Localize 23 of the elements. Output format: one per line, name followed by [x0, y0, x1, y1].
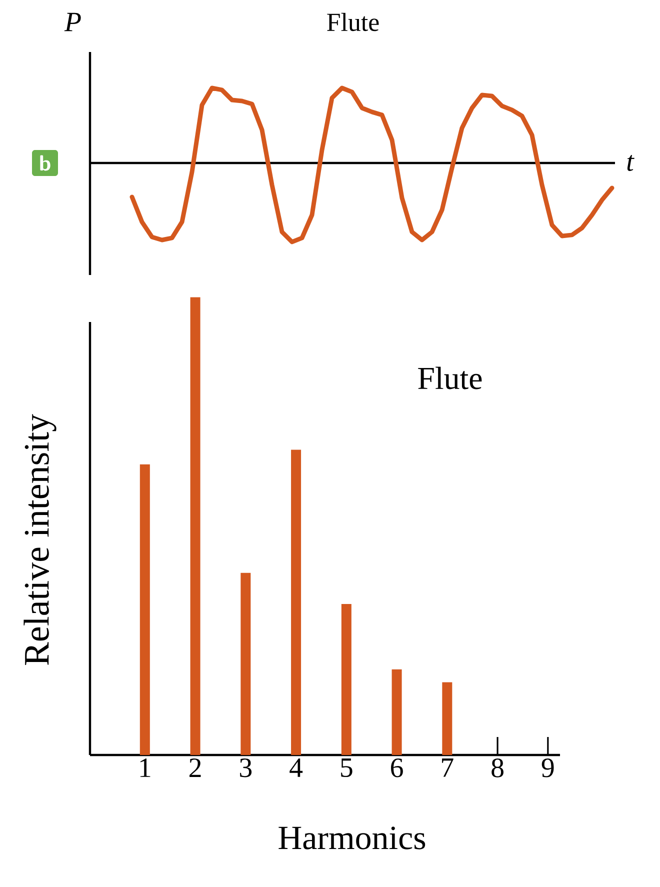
annotation: Flute — [418, 366, 482, 390]
bar — [341, 604, 352, 755]
x-tick-label: 3 — [240, 758, 252, 778]
bar — [392, 669, 402, 755]
x-tick-label: 9 — [542, 758, 554, 778]
x-axis-title: Harmonics — [278, 826, 426, 850]
x-tick-label: 1 — [140, 758, 150, 777]
x-tick-label: 8 — [492, 758, 504, 778]
text: b — [40, 155, 50, 171]
x-tick-label: 7 — [442, 758, 454, 777]
x-tick-label: 2 — [190, 758, 201, 777]
x-tick-label: 4 — [290, 758, 303, 777]
x-tick-label: 6 — [391, 758, 403, 778]
x-axis-title: t — [627, 155, 634, 171]
y-axis-title: Relative intensity — [24, 414, 56, 665]
bar — [442, 682, 452, 755]
bar — [190, 297, 200, 755]
y-axis-title: P — [64, 12, 81, 32]
bar — [291, 450, 302, 755]
bar — [240, 572, 251, 755]
chart-title: Flute — [327, 12, 379, 32]
x-tick-label: 5 — [341, 758, 352, 778]
bar — [140, 464, 150, 755]
